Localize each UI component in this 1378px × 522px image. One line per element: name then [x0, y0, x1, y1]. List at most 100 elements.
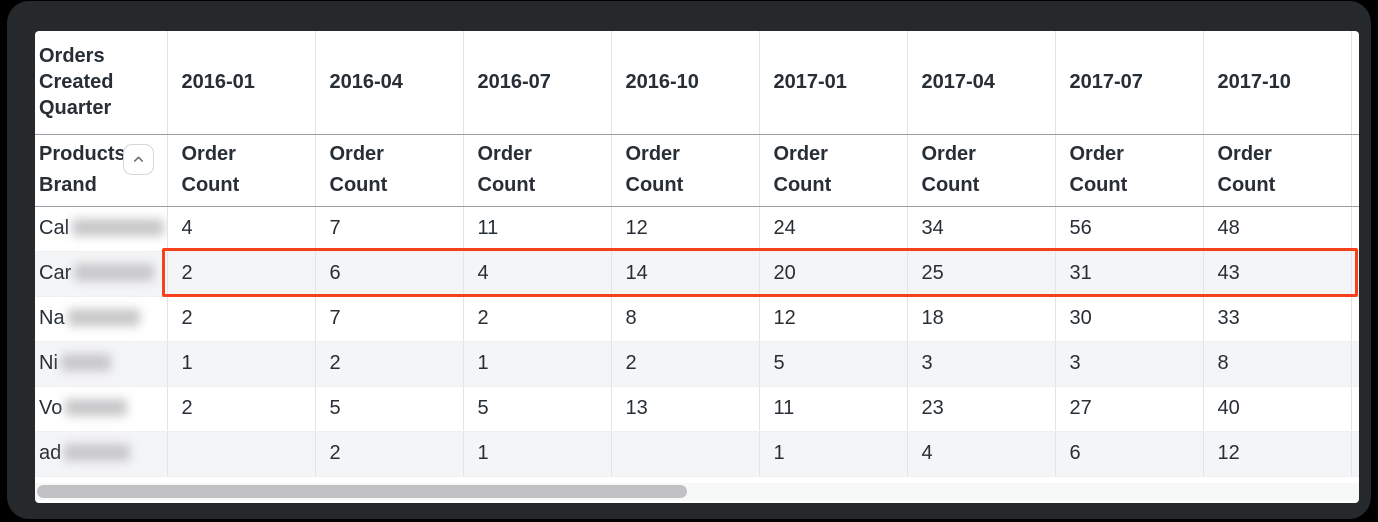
measure-header: Order Count [611, 134, 760, 207]
order-count-cell[interactable]: 2 [167, 386, 316, 432]
table-row: Vo 2 5 5 13 11 23 27 40 [35, 386, 1359, 432]
measure-header-row: Products Brand Order Count Order Count Ord… [35, 134, 1359, 207]
order-count-cell[interactable]: 56 [1055, 206, 1204, 252]
redacted-brand-text [65, 399, 128, 416]
order-count-cell[interactable]: 2 [463, 296, 612, 342]
brand-label-prefix: Cal [39, 217, 70, 239]
measure-label: Order Count [477, 143, 536, 196]
redacted-brand-text [67, 309, 140, 326]
order-count-cell[interactable]: 12 [611, 206, 760, 252]
column-header-2016-10: 2016-10 [611, 31, 760, 135]
redacted-brand-text [74, 264, 155, 281]
order-count-cell[interactable]: 43 [1203, 251, 1352, 297]
column-header-2016-07: 2016-07 [463, 31, 612, 135]
clipped-column-header [1351, 31, 1359, 135]
order-count-cell[interactable]: 11 [463, 206, 612, 252]
table-body: Cal 4 7 11 12 24 34 56 48 Car 2 6 4 14 20 25 31 43 Na 2 7 2 8 1… [35, 206, 1359, 477]
measure-label: Order Count [773, 143, 832, 196]
window-frame: Orders Created Quarter 2016-01 2016-04 201… [7, 1, 1371, 519]
order-count-cell[interactable] [167, 431, 316, 477]
order-count-cell[interactable]: 4 [907, 431, 1056, 477]
clipped-cell [1351, 206, 1359, 252]
order-count-cell[interactable]: 31 [1055, 251, 1204, 297]
column-header-2016-01: 2016-01 [167, 31, 316, 135]
order-count-cell[interactable]: 4 [167, 206, 316, 252]
order-count-cell[interactable]: 1 [463, 341, 612, 387]
order-count-cell[interactable]: 2 [167, 251, 316, 297]
column-header-2017-07: 2017-07 [1055, 31, 1204, 135]
brand-label-prefix: Ni [39, 352, 58, 374]
measure-header: Order Count [463, 134, 612, 207]
order-count-cell[interactable] [611, 431, 760, 477]
table-row: Cal 4 7 11 12 24 34 56 48 [35, 206, 1359, 252]
table-row: ad 2 1 1 4 6 12 [35, 431, 1359, 477]
horizontal-scrollbar[interactable] [35, 483, 1359, 500]
brand-label: Cal [35, 206, 168, 252]
order-count-cell[interactable]: 24 [759, 206, 908, 252]
order-count-cell[interactable]: 20 [759, 251, 908, 297]
order-count-cell[interactable]: 30 [1055, 296, 1204, 342]
brand-label: Ni [35, 341, 168, 387]
order-count-cell[interactable]: 7 [315, 206, 464, 252]
brand-label-prefix: Car [39, 262, 72, 284]
measure-header: Order Count [1203, 134, 1352, 207]
order-count-cell[interactable]: 27 [1055, 386, 1204, 432]
clipped-cell [1351, 431, 1359, 477]
order-count-cell[interactable]: 33 [1203, 296, 1352, 342]
brand-label: Car [35, 251, 168, 297]
order-count-cell[interactable]: 8 [1203, 341, 1352, 387]
order-count-cell[interactable]: 34 [907, 206, 1056, 252]
measure-label: Order Count [1217, 143, 1276, 196]
order-count-cell[interactable]: 12 [759, 296, 908, 342]
row-dimension-label: Products Brand [39, 143, 126, 196]
order-count-cell[interactable]: 6 [315, 251, 464, 297]
order-count-cell[interactable]: 25 [907, 251, 1056, 297]
brand-label: Na [35, 296, 168, 342]
order-count-cell[interactable]: 5 [759, 341, 908, 387]
order-count-cell[interactable]: 2 [167, 296, 316, 342]
order-count-cell[interactable]: 40 [1203, 386, 1352, 432]
pivot-table: Orders Created Quarter 2016-01 2016-04 201… [35, 31, 1359, 477]
order-count-cell[interactable]: 18 [907, 296, 1056, 342]
column-header-2016-04: 2016-04 [315, 31, 464, 135]
measure-header: Order Count [315, 134, 464, 207]
chevron-up-icon [131, 152, 146, 167]
redacted-brand-text [60, 354, 111, 371]
order-count-cell[interactable]: 8 [611, 296, 760, 342]
order-count-cell[interactable]: 2 [315, 431, 464, 477]
order-count-cell[interactable]: 3 [1055, 341, 1204, 387]
order-count-cell[interactable]: 5 [463, 386, 612, 432]
scrollbar-thumb[interactable] [37, 485, 687, 498]
order-count-cell[interactable]: 3 [907, 341, 1056, 387]
sort-button[interactable] [123, 143, 154, 175]
quarter-header-row: Orders Created Quarter 2016-01 2016-04 201… [35, 31, 1359, 135]
measure-label: Order Count [181, 143, 240, 196]
order-count-cell[interactable]: 1 [759, 431, 908, 477]
order-count-cell[interactable]: 5 [315, 386, 464, 432]
order-count-cell[interactable]: 13 [611, 386, 760, 432]
order-count-cell[interactable]: 6 [1055, 431, 1204, 477]
measure-header: Order Count [759, 134, 908, 207]
redacted-brand-text [72, 219, 165, 236]
order-count-cell[interactable]: 7 [315, 296, 464, 342]
order-count-cell[interactable]: 23 [907, 386, 1056, 432]
clipped-cell [1351, 251, 1359, 297]
measure-label: Order Count [625, 143, 684, 196]
order-count-cell[interactable]: 2 [315, 341, 464, 387]
data-table-panel: Orders Created Quarter 2016-01 2016-04 201… [35, 31, 1359, 503]
column-header-2017-10: 2017-10 [1203, 31, 1352, 135]
order-count-cell[interactable]: 1 [463, 431, 612, 477]
row-dimension-header: Products Brand [35, 134, 168, 207]
order-count-cell[interactable]: 12 [1203, 431, 1352, 477]
order-count-cell[interactable]: 4 [463, 251, 612, 297]
order-count-cell[interactable]: 2 [611, 341, 760, 387]
order-count-cell[interactable]: 14 [611, 251, 760, 297]
clipped-column-header [1351, 134, 1359, 207]
order-count-cell[interactable]: 1 [167, 341, 316, 387]
measure-header: Order Count [907, 134, 1056, 207]
order-count-cell[interactable]: 11 [759, 386, 908, 432]
brand-label-prefix: Na [39, 307, 65, 329]
order-count-cell[interactable]: 48 [1203, 206, 1352, 252]
column-header-2017-01: 2017-01 [759, 31, 908, 135]
